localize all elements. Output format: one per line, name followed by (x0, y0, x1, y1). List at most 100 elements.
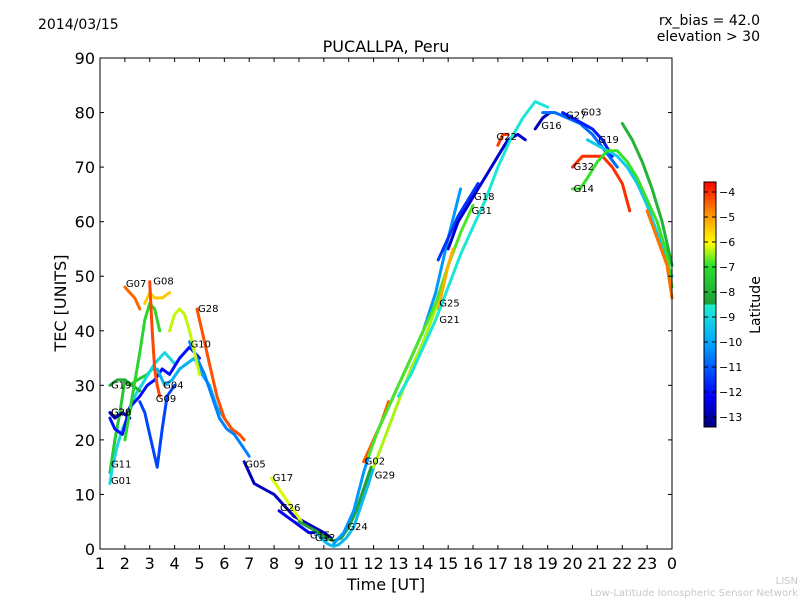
x-tick-label: 13 (388, 554, 408, 573)
series-line-g24 (332, 187, 463, 545)
satellite-label-g10: G10 (191, 339, 211, 350)
colorbar-tick-label: −9 (719, 311, 735, 324)
series-line-g18b (396, 100, 550, 398)
x-tick-label: 19 (537, 554, 557, 573)
y-tick-label: 40 (75, 322, 95, 341)
satellite-label-g21: G21 (439, 315, 459, 326)
satellite-label-g19: G19 (598, 135, 618, 146)
satellite-label-g17: G17 (273, 473, 293, 484)
satellite-label-g15: G15 (310, 530, 330, 541)
elevation-label: elevation > 30 (656, 29, 760, 45)
y-tick-label: 10 (75, 485, 95, 504)
series-line-g25 (367, 203, 475, 458)
series-line-g21 (436, 247, 455, 311)
x-axis-label: Time [UT] (346, 575, 425, 594)
series-line-g14b (620, 122, 674, 267)
colorbar-label: Latitude (748, 276, 764, 334)
rx-bias-label: rx_bias = 42.0 (658, 13, 760, 29)
y-tick-label: 90 (75, 49, 95, 68)
series-line-g28 (195, 307, 246, 442)
series-line-g30 (138, 383, 177, 469)
satellite-label-g19: G19 (111, 380, 131, 391)
series-line-g28b (168, 307, 201, 376)
series-line-g31 (446, 132, 527, 251)
series-line-g03 (561, 111, 614, 158)
satellite-label-g29: G29 (375, 470, 395, 481)
series-line-g28 (108, 411, 132, 420)
satellite-label-g03: G03 (581, 108, 601, 119)
series-line-g29 (372, 263, 450, 469)
date-label: 2014/03/15 (38, 17, 119, 33)
satellite-label-g16: G16 (541, 121, 561, 132)
x-tick-label: 2 (120, 554, 130, 573)
x-tick-label: 21 (587, 554, 607, 573)
series-line-g16 (533, 111, 552, 131)
y-tick-label: 0 (85, 540, 95, 559)
satellite-label-g26: G26 (280, 503, 300, 514)
colorbar-tick-label: −13 (719, 411, 742, 424)
series-line-g22 (496, 132, 510, 147)
satellite-label-g28: G28 (198, 304, 218, 315)
series-layer (108, 100, 674, 548)
satellite-label-g14: G14 (574, 184, 594, 195)
satellite-label-g31: G31 (472, 206, 492, 217)
x-tick-label: 11 (339, 554, 359, 573)
satellite-label-g32: G32 (574, 162, 594, 173)
satellite-label-g02: G02 (365, 457, 385, 468)
x-tick-label: 6 (219, 554, 229, 573)
series-line-g17 (270, 476, 303, 524)
series-line-g32b (645, 209, 674, 300)
x-tick-label: 9 (294, 554, 304, 573)
x-tick-label: 8 (269, 554, 279, 573)
colorbar-tick-label: −5 (719, 211, 735, 224)
x-tick-label: 12 (363, 554, 383, 573)
y-tick-label: 20 (75, 431, 95, 450)
satellite-label-g01: G01 (111, 476, 131, 487)
series-line-g14 (571, 149, 674, 289)
x-tick-label: 5 (194, 554, 204, 573)
satellite-label-g28: G28 (111, 408, 131, 419)
series-line-g15 (314, 465, 376, 548)
x-tick-label: 23 (637, 554, 657, 573)
colorbar-tick-label: −4 (719, 186, 735, 199)
plot-frame (99, 57, 673, 550)
satellite-label-g11: G11 (111, 459, 131, 470)
y-tick-label: 50 (75, 267, 95, 286)
satellite-label-g25: G25 (439, 299, 459, 310)
series-line-g19 (585, 138, 674, 278)
x-tick-label: 0 (667, 554, 677, 573)
satellite-label-g05: G05 (245, 459, 265, 470)
satellite-label-g20: G20 (111, 408, 131, 419)
axis-ticks: 1 2 3 4 5 6 7 8 9 10 11 12 13 14 15 16 17 18 19 20 21 22 23 001… (75, 49, 677, 573)
series-line-g20 (108, 345, 201, 436)
footer-org-full: Low-Latitude Ionospheric Sensor Network (590, 588, 798, 599)
y-tick-label: 30 (75, 376, 95, 395)
x-tick-label: 18 (513, 554, 533, 573)
y-tick-label: 60 (75, 213, 95, 232)
colorbar (703, 181, 717, 428)
satellite-label-g04: G04 (163, 380, 183, 391)
colorbar-tick-label: −12 (719, 386, 742, 399)
satellite-label-g12: G12 (315, 533, 335, 544)
satellite-label-g09: G09 (156, 394, 176, 405)
series-line-g18 (436, 182, 480, 262)
series-line-g10 (188, 340, 251, 458)
colorbar-tick-label: −6 (719, 236, 735, 249)
colorbar-tick-label: −8 (719, 286, 735, 299)
colorbar-tick-label: −10 (719, 336, 742, 349)
satellite-label-g08: G08 (153, 277, 173, 288)
x-tick-label: 22 (612, 554, 632, 573)
footer-org: LISN (775, 576, 798, 587)
satellite-label-g27: G27 (566, 110, 586, 121)
x-tick-label: 1 (95, 554, 105, 573)
satellite-label-g22: G22 (496, 132, 516, 143)
y-tick-label: 80 (75, 104, 95, 123)
satellite-label-g07: G07 (126, 279, 146, 290)
colorbar-tick-label: −7 (719, 261, 735, 274)
series-line-g07b (123, 302, 162, 442)
x-tick-label: 15 (438, 554, 458, 573)
x-tick-label: 16 (463, 554, 483, 573)
series-line-g08 (148, 280, 162, 398)
